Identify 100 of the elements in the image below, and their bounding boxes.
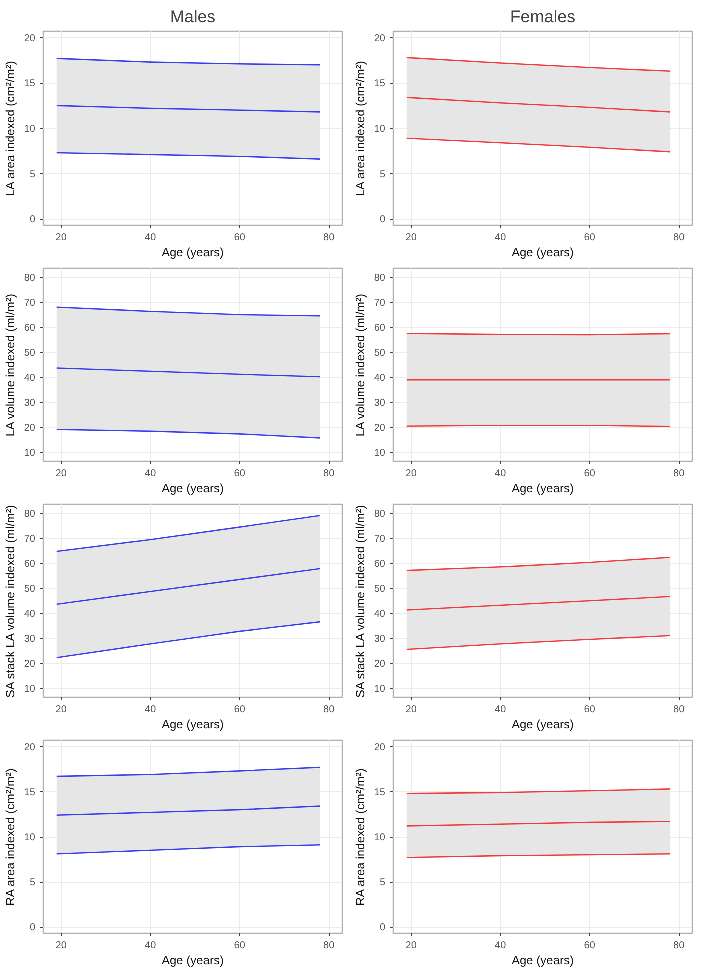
x-tick-label: 40 xyxy=(145,704,157,716)
y-axis-title: LA area indexed (cm²/m²) xyxy=(353,61,368,197)
y-tick-label: 50 xyxy=(24,584,36,595)
y-tick-label: 0 xyxy=(30,214,36,226)
y-axis-title: RA area indexed (cm²/m²) xyxy=(3,768,18,906)
y-tick-label: 20 xyxy=(24,33,36,44)
y-tick-label: 15 xyxy=(374,787,386,798)
y-tick-label: 30 xyxy=(24,398,36,410)
x-tick-label: 20 xyxy=(406,704,418,716)
y-tick-label: 0 xyxy=(380,214,386,226)
y-axis-title: SA stack LA volume indexed (ml/m²) xyxy=(3,505,18,698)
x-tick-label: 80 xyxy=(324,468,336,480)
y-tick-label: 20 xyxy=(24,659,36,670)
y-tick-label: 40 xyxy=(374,609,386,620)
y-tick-label: 80 xyxy=(374,272,386,284)
x-tick-label: 20 xyxy=(56,468,68,480)
y-tick-label: 20 xyxy=(24,742,36,754)
x-tick-label: 60 xyxy=(234,940,246,952)
y-tick-label: 80 xyxy=(24,508,36,520)
x-tick-label: 80 xyxy=(324,232,336,244)
x-tick-label: 60 xyxy=(584,232,596,244)
y-tick-label: 30 xyxy=(24,634,36,646)
chart-title: Females xyxy=(510,8,576,26)
x-axis-title: Age (years) xyxy=(512,718,574,732)
y-tick-label: 20 xyxy=(24,423,36,434)
y-tick-label: 0 xyxy=(380,922,386,934)
y-tick-label: 20 xyxy=(374,33,386,44)
x-tick-label: 80 xyxy=(324,704,336,716)
y-tick-label: 70 xyxy=(374,298,386,309)
y-tick-label: 20 xyxy=(374,742,386,754)
y-tick-label: 40 xyxy=(24,373,36,384)
x-tick-label: 20 xyxy=(56,704,68,716)
y-tick-label: 30 xyxy=(374,634,386,646)
y-tick-label: 80 xyxy=(24,272,36,284)
y-tick-label: 0 xyxy=(30,922,36,934)
x-tick-label: 60 xyxy=(584,940,596,952)
y-tick-label: 70 xyxy=(374,534,386,545)
x-tick-label: 40 xyxy=(145,940,157,952)
x-tick-label: 20 xyxy=(56,232,68,244)
y-tick-label: 30 xyxy=(374,398,386,410)
y-axis-title: LA area indexed (cm²/m²) xyxy=(3,61,18,197)
x-tick-label: 20 xyxy=(406,232,418,244)
y-axis-title: LA volume indexed (ml/m²) xyxy=(353,294,368,437)
x-tick-label: 80 xyxy=(324,940,336,952)
x-tick-label: 80 xyxy=(674,468,686,480)
y-tick-label: 50 xyxy=(24,348,36,359)
x-tick-label: 40 xyxy=(145,468,157,480)
y-tick-label: 10 xyxy=(374,448,386,460)
x-axis-title: Age (years) xyxy=(162,954,224,968)
y-tick-label: 5 xyxy=(30,169,36,180)
x-axis-title: Age (years) xyxy=(162,482,224,496)
x-tick-label: 60 xyxy=(584,468,596,480)
x-axis-title: Age (years) xyxy=(162,246,224,260)
y-tick-label: 20 xyxy=(374,423,386,434)
y-tick-label: 10 xyxy=(374,684,386,696)
x-tick-label: 60 xyxy=(234,232,246,244)
x-tick-label: 40 xyxy=(145,232,157,244)
x-tick-label: 40 xyxy=(495,940,507,952)
y-tick-label: 60 xyxy=(374,322,386,334)
y-tick-label: 60 xyxy=(374,558,386,570)
y-tick-label: 10 xyxy=(374,832,386,844)
y-tick-label: 40 xyxy=(374,373,386,384)
y-tick-label: 60 xyxy=(24,558,36,570)
x-tick-label: 80 xyxy=(674,940,686,952)
x-tick-label: 80 xyxy=(674,704,686,716)
x-tick-label: 40 xyxy=(495,704,507,716)
x-tick-label: 80 xyxy=(674,232,686,244)
y-tick-label: 10 xyxy=(24,448,36,460)
x-axis-title: Age (years) xyxy=(512,246,574,260)
y-axis-title: RA area indexed (cm²/m²) xyxy=(353,768,368,906)
y-tick-label: 5 xyxy=(380,878,386,889)
y-tick-label: 70 xyxy=(24,534,36,545)
y-tick-label: 15 xyxy=(24,78,36,90)
y-axis-title: LA volume indexed (ml/m²) xyxy=(3,294,18,437)
x-tick-label: 60 xyxy=(234,468,246,480)
y-tick-label: 10 xyxy=(24,684,36,696)
y-tick-label: 70 xyxy=(24,298,36,309)
y-tick-label: 60 xyxy=(24,322,36,334)
y-tick-label: 40 xyxy=(24,609,36,620)
y-tick-label: 80 xyxy=(374,508,386,520)
chart-title: Males xyxy=(170,8,216,26)
x-tick-label: 40 xyxy=(495,468,507,480)
y-tick-label: 10 xyxy=(24,832,36,844)
y-tick-label: 10 xyxy=(24,124,36,135)
x-tick-label: 20 xyxy=(406,468,418,480)
x-axis-title: Age (years) xyxy=(162,718,224,732)
y-tick-label: 20 xyxy=(374,659,386,670)
y-axis-title: SA stack LA volume indexed (ml/m²) xyxy=(353,505,368,698)
x-axis-title: Age (years) xyxy=(512,954,574,968)
y-tick-label: 5 xyxy=(30,878,36,889)
y-tick-label: 5 xyxy=(380,169,386,180)
x-tick-label: 40 xyxy=(495,232,507,244)
x-axis-title: Age (years) xyxy=(512,482,574,496)
x-tick-label: 20 xyxy=(406,940,418,952)
x-tick-label: 20 xyxy=(56,940,68,952)
x-tick-label: 60 xyxy=(234,704,246,716)
y-tick-label: 50 xyxy=(374,348,386,359)
y-tick-label: 15 xyxy=(24,787,36,798)
y-tick-label: 50 xyxy=(374,584,386,595)
y-tick-label: 10 xyxy=(374,124,386,135)
